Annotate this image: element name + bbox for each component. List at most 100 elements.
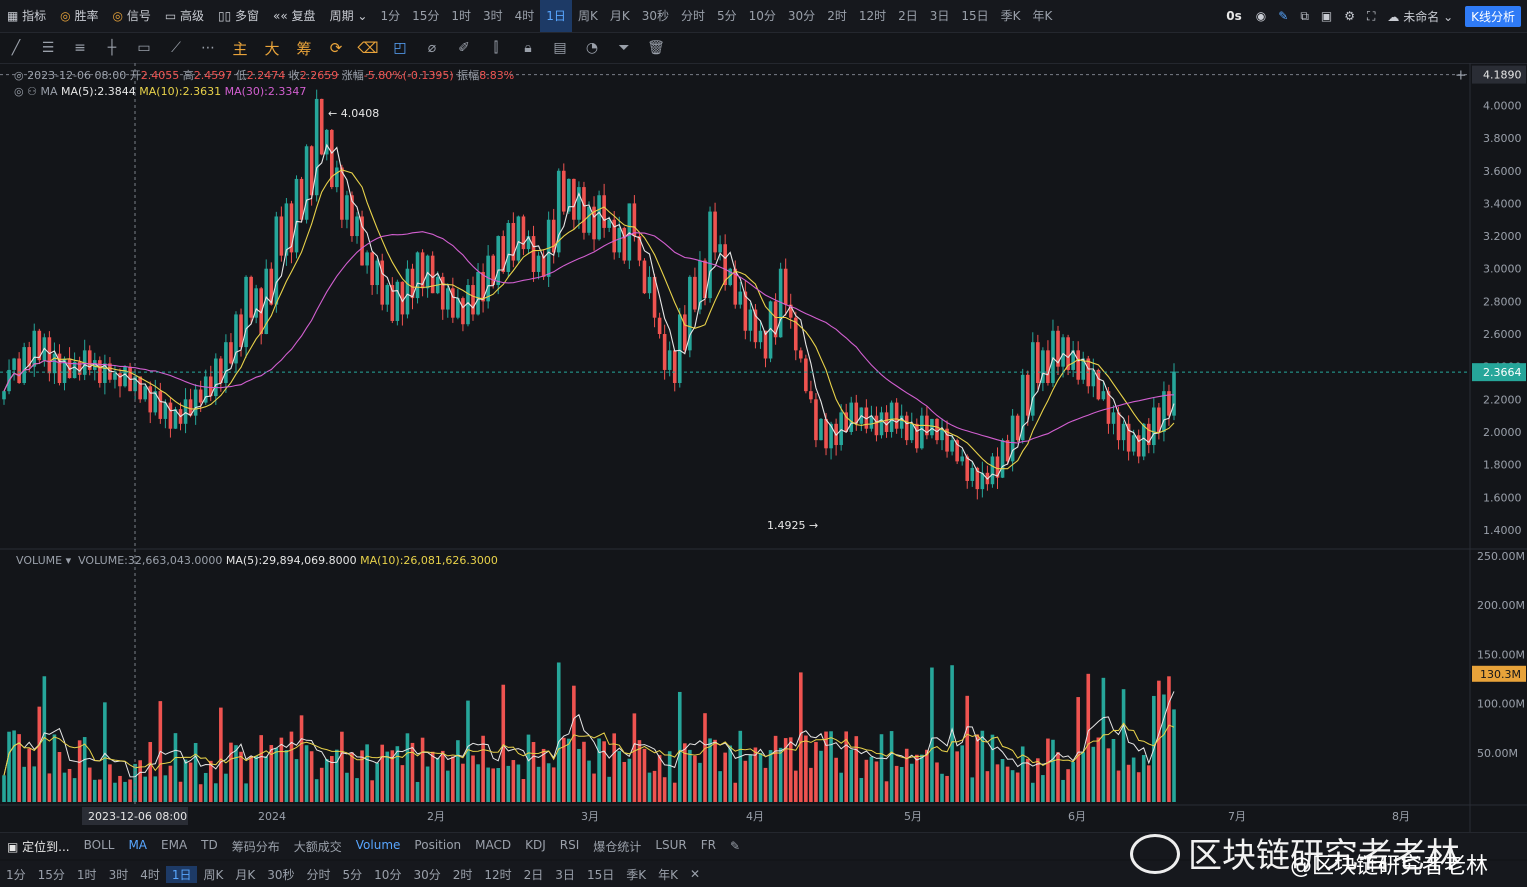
period-tab-9[interactable]: 分时: [680, 9, 705, 23]
large-order-button[interactable]: 大: [264, 39, 280, 58]
period-tab-8[interactable]: 30秒: [641, 9, 669, 23]
trash-icon[interactable]: 🗑︎: [647, 40, 665, 56]
period-tab-17[interactable]: 15日: [961, 9, 989, 23]
period-tab-0[interactable]: 1分: [380, 9, 401, 23]
kline-analysis-button[interactable]: K线分析: [1465, 5, 1521, 27]
replay-button[interactable]: «« 复盘: [273, 9, 316, 23]
indicator-tab-5[interactable]: 大额成交: [293, 839, 342, 854]
bottom-period-tab-14[interactable]: 12时: [484, 867, 512, 882]
winrate-button[interactable]: ◎ 胜率: [53, 0, 105, 32]
indicator-tab-12[interactable]: LSUR: [655, 837, 687, 852]
indicator-tab-8[interactable]: MACD: [475, 837, 512, 852]
main-force-button[interactable]: 主: [232, 39, 248, 58]
select-icon[interactable]: ◰: [393, 40, 407, 56]
bottom-period-tab-18[interactable]: 季K: [626, 867, 647, 882]
period-tab-3[interactable]: 3时: [483, 9, 503, 23]
indicator-tab-3[interactable]: TD: [201, 837, 218, 852]
indicator-tab-0[interactable]: BOLL: [83, 837, 115, 852]
candle-body: [365, 252, 369, 266]
sync-icon[interactable]: ⟳: [329, 39, 343, 57]
indicator-tab-13[interactable]: FR: [700, 837, 716, 852]
eraser-icon[interactable]: ✐: [458, 40, 470, 56]
bottom-period-tab-11[interactable]: 10分: [374, 867, 402, 882]
period-tab-16[interactable]: 3日: [929, 9, 950, 23]
candles-icon[interactable]: ⫿: [493, 40, 499, 56]
clear-draw-icon[interactable]: ⌫: [357, 39, 379, 57]
period-dropdown[interactable]: 周期 ⌄: [329, 9, 368, 23]
period-tab-11[interactable]: 10分: [748, 9, 776, 23]
candle-body: [92, 360, 97, 370]
advanced-button[interactable]: ▭ 高级: [164, 9, 204, 23]
close-icon[interactable]: ✕: [689, 867, 701, 881]
indicator-tab-6[interactable]: Volume: [355, 837, 401, 852]
parallel-icon[interactable]: ≡: [74, 40, 86, 56]
indicator-tab-7[interactable]: Position: [414, 837, 462, 852]
edit-icon[interactable]: ✎: [730, 839, 741, 853]
bottom-period-tab-19[interactable]: 年K: [658, 867, 678, 882]
bottom-period-tab-8[interactable]: 30秒: [267, 867, 295, 882]
period-tab-13[interactable]: 2时: [827, 9, 847, 23]
indicator-tab-1[interactable]: MA: [128, 837, 148, 852]
period-tab-15[interactable]: 2日: [898, 9, 918, 23]
magnet-icon[interactable]: ◔: [585, 40, 599, 56]
period-tab-18[interactable]: 季K: [1000, 9, 1021, 23]
locate-button[interactable]: ▣ 定位到...: [7, 839, 70, 854]
period-tab-4[interactable]: 4时: [514, 9, 535, 23]
legend-toggle-icon[interactable]: ◎: [14, 69, 24, 82]
kline-chart[interactable]: 4.0000 3.8000 3.6000 3.4000 3.2000 3.0000 2.80…: [0, 63, 1527, 833]
bottom-period-tab-1[interactable]: 15分: [37, 867, 65, 882]
rectangle-icon[interactable]: ▭: [137, 40, 151, 56]
bottom-period-tab-9[interactable]: 分时: [306, 867, 331, 882]
bottom-period-tab-16[interactable]: 3日: [555, 867, 575, 882]
trendline-icon[interactable]: ╱: [11, 40, 21, 56]
period-tab-19[interactable]: 年K: [1032, 9, 1053, 23]
filter-icon[interactable]: ⏷: [618, 40, 630, 56]
period-tab-6[interactable]: 周K: [577, 9, 598, 23]
period-tab-10[interactable]: 5分: [716, 9, 737, 23]
period-tab-1[interactable]: 15分: [412, 9, 440, 23]
bottom-period-tab-3[interactable]: 3时: [108, 867, 129, 882]
bottom-period-tab-4[interactable]: 4时: [140, 867, 160, 882]
bottom-period-tab-13[interactable]: 2时: [452, 867, 473, 882]
period-tab-7[interactable]: 月K: [609, 9, 630, 23]
bottom-period-tab-6[interactable]: 周K: [203, 867, 224, 882]
bottom-period-tab-2[interactable]: 1时: [76, 867, 97, 882]
fullscreen-icon[interactable]: ⛶: [1367, 8, 1376, 23]
gear-icon[interactable]: ⚙: [1344, 9, 1355, 23]
period-tab-12[interactable]: 30分: [787, 9, 816, 23]
lock-icon[interactable]: 🔒︎: [524, 40, 532, 56]
bottom-period-tab-5[interactable]: 1日: [165, 865, 198, 883]
bottom-period-tab-7[interactable]: 月K: [235, 867, 256, 882]
bottom-period-tab-15[interactable]: 2日: [523, 867, 544, 882]
layout-icon[interactable]: ▣: [1320, 9, 1333, 23]
indicator-tab-9[interactable]: KDJ: [525, 837, 546, 852]
period-tab-2[interactable]: 1时: [451, 9, 472, 23]
ray-icon[interactable]: ⟋: [171, 40, 181, 56]
period-tab-14[interactable]: 12时: [858, 9, 887, 23]
period-tab-5[interactable]: 1日: [540, 0, 572, 32]
camera-icon[interactable]: ◉: [1255, 9, 1267, 23]
draw-icon[interactable]: ✎: [1278, 9, 1289, 23]
window-icon[interactable]: ⧉: [1300, 8, 1309, 23]
indicator-button[interactable]: ▦ 指标: [7, 9, 47, 23]
indicator-tab-2[interactable]: EMA: [161, 837, 188, 852]
more-icon[interactable]: ⋯: [201, 40, 215, 56]
chevron-down-icon[interactable]: ▾: [65, 554, 72, 567]
indicator-tab-11[interactable]: 爆仓统计: [593, 839, 642, 854]
bottom-period-tab-12[interactable]: 30分: [413, 867, 441, 882]
cross-line-icon[interactable]: ┼: [107, 40, 117, 56]
indicator-tab-4[interactable]: 筹码分布: [231, 839, 280, 854]
chips-button[interactable]: 筹: [296, 39, 312, 58]
multiwindow-button[interactable]: ▯▯ 多窗: [218, 9, 260, 23]
ma-toggle-icon[interactable]: ◎ ⚇: [14, 85, 37, 98]
signal-button[interactable]: ◎ 信号: [106, 0, 158, 32]
bottom-period-tab-0[interactable]: 1分: [6, 867, 26, 882]
hlines-icon[interactable]: ☰: [41, 40, 55, 56]
bottom-period-tab-10[interactable]: 5分: [342, 867, 363, 882]
indicator-tab-10[interactable]: RSI: [559, 837, 580, 852]
bottom-period-tab-17[interactable]: 15日: [586, 867, 615, 882]
volume-name[interactable]: VOLUME: [16, 554, 63, 567]
workspace-dropdown[interactable]: ☁ 未命名 ⌄: [1387, 9, 1454, 24]
ruler-icon[interactable]: ⌀: [427, 40, 437, 56]
note-icon[interactable]: ▤: [553, 40, 567, 56]
